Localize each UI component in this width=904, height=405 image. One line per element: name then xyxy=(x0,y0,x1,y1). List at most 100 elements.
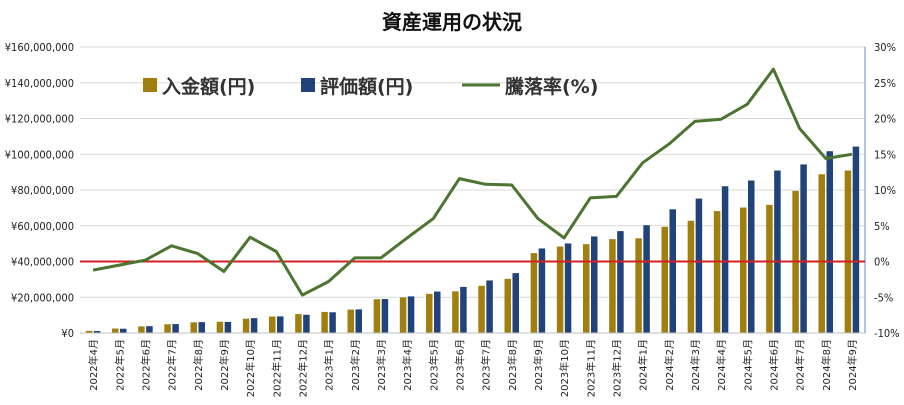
bar-valuation xyxy=(198,322,205,333)
bar-valuation xyxy=(669,209,676,333)
x-tick-label: 2022年11月 xyxy=(270,339,283,397)
line-return xyxy=(92,67,853,297)
x-tick-label: 2024年3月 xyxy=(689,339,702,391)
y-left-tick-label: ¥60,000,000 xyxy=(11,220,74,233)
legend: 入金額(円) 評価額(円) 騰落率(%) xyxy=(143,75,598,98)
x-tick-label: 2023年6月 xyxy=(453,339,466,391)
y-right-tick-label: 15% xyxy=(874,148,896,161)
y-left-tick-label: ¥0 xyxy=(61,327,74,340)
x-tick-label: 2022年9月 xyxy=(218,339,231,391)
x-tick-label: 2024年4月 xyxy=(715,339,728,391)
bar-deposit xyxy=(766,204,773,333)
bar-deposit xyxy=(190,322,197,333)
bar-deposit xyxy=(216,321,224,333)
bar-valuation xyxy=(329,312,336,333)
bar-deposit xyxy=(269,316,276,333)
x-tick-label: 2023年9月 xyxy=(532,339,545,391)
bar-deposit xyxy=(661,226,668,333)
bar-valuation xyxy=(564,243,572,333)
bar-deposit xyxy=(530,253,538,333)
bar-valuation xyxy=(486,280,493,333)
bar-valuation xyxy=(695,198,703,333)
y-right-tick-label: -5% xyxy=(874,291,893,304)
bar-deposit xyxy=(504,278,511,333)
bar-valuation xyxy=(172,324,179,333)
x-tick-label: 2023年4月 xyxy=(401,339,414,391)
x-tick-label: 2023年10月 xyxy=(558,339,571,397)
y-right-tick-label: 10% xyxy=(874,184,896,197)
x-tick-label: 2023年5月 xyxy=(427,339,440,391)
bar-valuation xyxy=(460,286,467,333)
x-tick-label: 2024年2月 xyxy=(663,339,676,391)
legend-label-deposit: 入金額(円) xyxy=(162,75,255,98)
bar-valuation xyxy=(800,164,807,333)
bar-valuation xyxy=(224,321,232,333)
bar-deposit xyxy=(609,239,616,333)
bar-deposit xyxy=(713,211,721,333)
y-left-tick-label: ¥120,000,000 xyxy=(5,113,74,126)
bar-deposit xyxy=(740,207,747,333)
bar-valuation xyxy=(826,151,833,333)
x-tick-label: 2022年4月 xyxy=(87,339,100,391)
legend-swatch-valuation xyxy=(301,78,315,92)
bar-valuation xyxy=(774,170,781,333)
bar-valuation xyxy=(643,225,650,333)
bar-valuation xyxy=(721,186,729,333)
bar-valuation xyxy=(250,318,258,333)
x-tick-label: 2024年5月 xyxy=(741,339,754,391)
y-axis-right: -10% -5% 0% 5% 10% 15% 20% 25% 30% xyxy=(874,41,900,340)
bar-valuation xyxy=(355,309,362,333)
x-tick-label: 2022年7月 xyxy=(166,339,179,391)
y-right-tick-label: -10% xyxy=(874,327,900,340)
bar-deposit xyxy=(138,326,145,333)
bar-deposit xyxy=(373,299,381,333)
bar-valuation xyxy=(93,331,101,333)
bar-deposit xyxy=(321,311,328,333)
x-tick-label: 2023年1月 xyxy=(323,339,336,391)
bars xyxy=(85,146,860,333)
y-axis-left: ¥0 ¥20,000,000 ¥40,000,000 ¥60,000,000 ¥80,0… xyxy=(5,41,74,340)
legend-label-return: 騰落率(%) xyxy=(504,75,598,98)
bar-deposit xyxy=(426,293,433,333)
bar-deposit xyxy=(687,220,695,333)
x-tick-label: 2023年11月 xyxy=(584,339,597,397)
bar-deposit xyxy=(242,318,250,333)
bar-deposit xyxy=(112,328,119,333)
x-tick-label: 2023年7月 xyxy=(480,339,493,391)
x-tick-label: 2023年12月 xyxy=(610,339,623,397)
bar-valuation xyxy=(591,236,598,333)
bar-valuation xyxy=(748,180,755,333)
bar-valuation xyxy=(277,316,284,333)
x-tick-label: 2023年8月 xyxy=(506,339,519,391)
x-tick-label: 2024年1月 xyxy=(637,339,650,391)
x-tick-label: 2022年6月 xyxy=(139,339,152,391)
bar-deposit xyxy=(347,309,354,333)
bar-valuation xyxy=(381,299,389,333)
x-tick-label: 2024年7月 xyxy=(794,339,807,391)
y-left-tick-label: ¥20,000,000 xyxy=(11,291,74,304)
x-tick-label: 2022年12月 xyxy=(296,339,309,397)
bar-valuation xyxy=(120,328,127,333)
y-left-tick-label: ¥40,000,000 xyxy=(11,256,74,269)
chart-title: 資産運用の状況 xyxy=(382,10,522,34)
x-tick-label: 2022年8月 xyxy=(192,339,205,391)
y-right-tick-label: 25% xyxy=(874,77,896,90)
bar-valuation xyxy=(852,146,860,333)
bar-valuation xyxy=(512,273,519,333)
legend-swatch-deposit xyxy=(143,78,157,92)
x-axis: 2022年4月 2022年5月 2022年6月 2022年7月 2022年8月 2022年… xyxy=(87,339,859,397)
bar-deposit xyxy=(583,244,590,333)
y-right-tick-label: 30% xyxy=(874,41,896,54)
bar-valuation xyxy=(617,231,624,333)
bar-deposit xyxy=(452,291,459,333)
bar-deposit xyxy=(818,174,825,333)
return-line xyxy=(92,67,853,297)
bar-deposit xyxy=(399,297,407,333)
y-right-tick-label: 5% xyxy=(874,220,890,233)
x-tick-label: 2024年9月 xyxy=(846,339,859,391)
y-left-tick-label: ¥160,000,000 xyxy=(5,41,74,54)
bar-valuation xyxy=(146,326,153,333)
x-tick-label: 2022年10月 xyxy=(244,339,257,397)
y-left-tick-label: ¥100,000,000 xyxy=(5,148,74,161)
legend-label-valuation: 評価額(円) xyxy=(320,75,413,98)
